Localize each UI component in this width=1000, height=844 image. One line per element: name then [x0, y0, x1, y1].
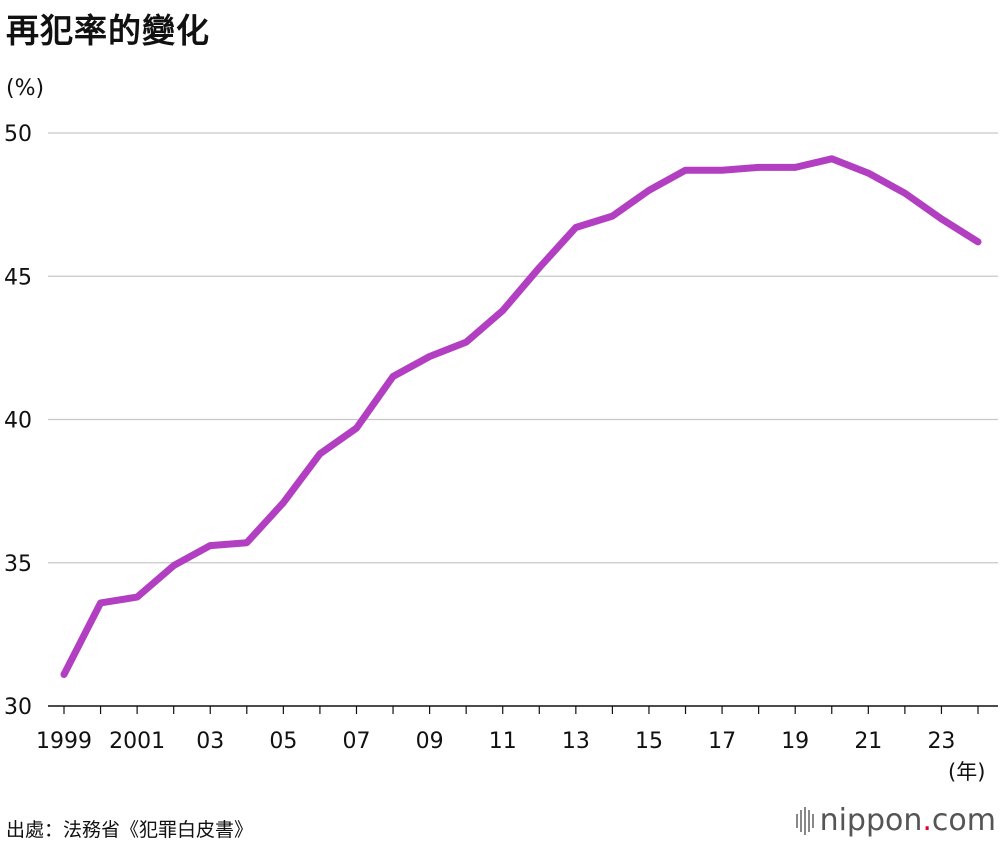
x-tick-label-19: 19 — [781, 729, 809, 754]
x-tick-label-09: 09 — [416, 729, 444, 754]
chart-title: 再犯率的變化 — [6, 11, 210, 50]
y-tick-label-35: 35 — [4, 552, 32, 577]
logo-bars-icon — [795, 806, 814, 835]
x-tick-label-1999: 1999 — [36, 729, 92, 754]
x-tick-label-05: 05 — [269, 729, 297, 754]
y-tick-label-50: 50 — [4, 122, 32, 147]
y-tick-label-30: 30 — [4, 695, 32, 720]
y-tick-label-40: 40 — [4, 409, 32, 434]
x-tick-label-15: 15 — [635, 729, 663, 754]
x-tick-label-03: 03 — [196, 729, 224, 754]
x-tick-label-13: 13 — [562, 729, 590, 754]
y-axis-unit: (%) — [6, 76, 45, 101]
x-tick-label-11: 11 — [489, 729, 517, 754]
x-tick-label-21: 21 — [854, 729, 882, 754]
x-tick-label-2001: 2001 — [109, 729, 165, 754]
x-tick-label-23: 23 — [927, 729, 955, 754]
y-tick-label-45: 45 — [4, 265, 32, 290]
logo-dot: . — [922, 803, 932, 838]
series-line-0 — [60, 155, 982, 678]
logo-text: nippon — [819, 803, 923, 838]
nippon-logo: nippon. com — [795, 803, 996, 838]
x-axis-unit: (年) — [948, 760, 986, 784]
x-tick-label-17: 17 — [708, 729, 736, 754]
logo-text-tail: com — [931, 803, 996, 838]
source-note: 出處：法務省《犯罪白皮書》 — [6, 819, 254, 841]
x-tick-label-07: 07 — [342, 729, 370, 754]
